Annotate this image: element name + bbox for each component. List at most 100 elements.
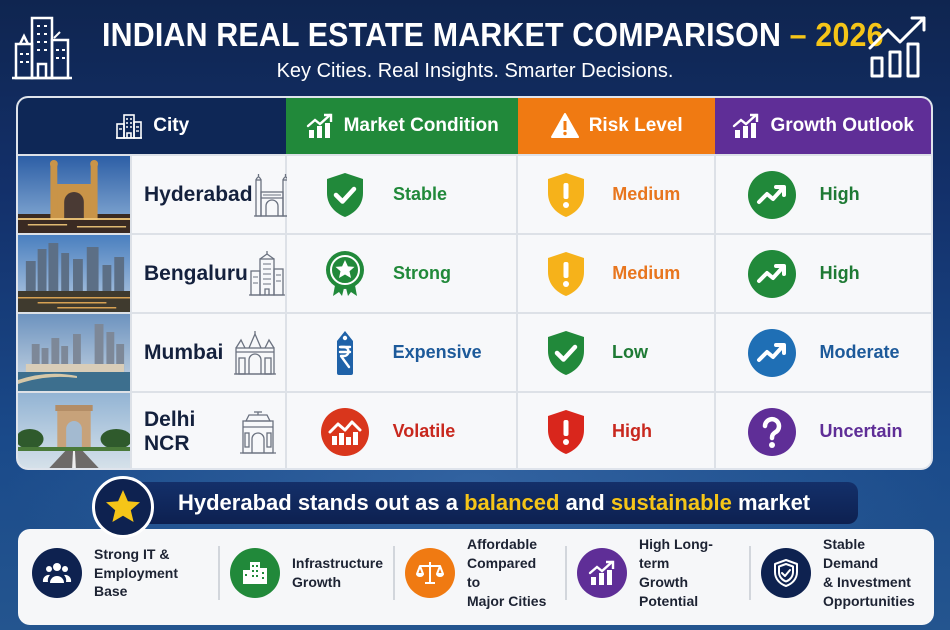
rupee-price-tag-icon [336,330,353,375]
growth-outlook-cell: High [715,156,931,233]
column-label: City [153,115,190,136]
growth-outlook-value: Uncertain [819,421,903,441]
buildings-icon [116,114,143,139]
comparison-table: City Market Condition Risk Level Growth … [16,96,933,470]
balance-scale-icon [405,548,455,598]
skyscraper-icon [248,250,285,296]
risk-level-cell: Medium [518,156,716,233]
market-condition-cell: Strong [287,235,519,312]
title-text: INDIAN REAL ESTATE MARKET COMPARISON [102,16,782,53]
column-header-market-condition: Market Condition [286,98,518,154]
feature-stable-demand: Stable Demand & Investment Opportunities [749,536,929,609]
banner-highlight-balanced: balanced [464,490,560,515]
city-buildings-icon [12,16,72,80]
city-name: Bengaluru [144,261,248,285]
table-row-bengaluru: Bengaluru Strong Medium High [18,233,931,312]
hyderabad-photo [18,156,130,233]
question-circle-icon [747,407,796,456]
feature-infrastructure: Infrastructure Growth [218,544,393,602]
risk-level-cell: Low [518,314,716,391]
shield-check-icon [761,548,811,598]
shield-exclamation-icon [548,409,585,454]
market-condition-value: Stable [393,184,448,204]
column-header-city: City [18,98,287,154]
column-header-growth-outlook: Growth Outlook [715,98,931,154]
growth-outlook-value: High [819,263,860,283]
bar-chart-up-icon [577,548,627,598]
table-row-hyderabad: Hyderabad Stable Medium High [18,154,931,233]
banner-text: Hyderabad stands out as a [178,490,465,515]
table-row-mumbai: Mumbai Expensive Low Moderate [18,312,931,391]
award-badge-star-icon [326,250,364,296]
market-condition-cell: Stable [287,156,519,233]
highlight-banner: Hyderabad stands out as a balanced and s… [110,482,858,524]
risk-level-value: Medium [612,263,681,283]
city-name: Hyderabad [144,182,253,206]
mumbai-photo [18,314,130,391]
charminar-icon [253,173,290,217]
risk-level-cell: High [518,393,716,468]
column-label: Risk Level [588,115,683,136]
growth-outlook-cell: Uncertain [715,393,931,468]
gateway-of-india-icon [233,330,276,375]
feature-affordable: Affordable Compared to Major Cities [393,536,565,609]
trend-up-circle-icon [747,249,796,298]
page-subtitle: Key Cities. Real Insights. Smarter Decis… [276,60,674,82]
banner-highlight-sustainable: sustainable [610,490,732,515]
city-name-cell: Mumbai [132,314,287,391]
growth-outlook-value: Moderate [819,342,900,362]
volatile-chart-circle-icon [320,407,369,456]
city-name: Mumbai [144,340,224,364]
delhi-ncr-photo [18,393,130,468]
trend-up-circle-icon [747,170,796,219]
feature-label: Infrastructure Growth [292,555,384,590]
page-title: INDIAN REAL ESTATE MARKET COMPARISON – 2… [102,16,883,54]
banner-text: and [559,490,611,515]
star-badge [92,476,154,538]
column-header-risk-level: Risk Level [517,98,716,154]
market-condition-value: Expensive [392,342,482,362]
features-strip: Strong IT & Employment Base Infrastructu… [18,529,934,625]
table-row-delhi-ncr: Delhi NCR Volatile High Uncertain [18,391,931,468]
table-header: City Market Condition Risk Level Growth … [18,98,931,154]
column-label: Growth Outlook [770,115,914,136]
building-icon [230,548,280,598]
city-photo-cell [18,235,132,312]
people-group-icon [32,548,82,598]
header: INDIAN REAL ESTATE MARKET COMPARISON – 2… [0,0,950,95]
bengaluru-photo [18,235,130,312]
growth-outlook-cell: High [715,235,931,312]
risk-level-value: Low [612,342,649,362]
city-photo-cell [18,393,132,468]
bar-chart-up-icon [306,113,332,138]
feature-long-term-growth: High Long-term Growth Potential [565,536,749,609]
risk-level-value: High [612,421,653,441]
feature-label: Affordable Compared to Major Cities [467,536,547,609]
feature-label: Strong IT & Employment Base [94,545,179,600]
shield-check-icon [548,330,585,375]
city-name-cell: Bengaluru [132,235,287,312]
city-photo-cell [18,156,132,233]
column-label: Market Condition [343,115,499,136]
india-gate-icon [239,410,276,454]
shield-exclamation-icon [548,172,585,217]
city-name-cell: Hyderabad [132,156,290,233]
market-condition-value: Volatile [392,421,456,441]
market-condition-value: Strong [393,263,451,283]
risk-level-value: Medium [612,184,681,204]
growth-outlook-value: High [819,184,860,204]
growth-outlook-cell: Moderate [715,314,931,391]
city-name: Delhi NCR [144,407,196,455]
banner-text: market [731,490,811,515]
growth-chart-icon [868,16,926,78]
risk-level-cell: Medium [518,235,716,312]
city-name-cell: Delhi NCR [132,393,287,468]
shield-exclamation-icon [548,251,585,296]
warning-triangle-icon [550,113,579,138]
bar-chart-up-icon [733,113,759,138]
feature-label: Stable Demand & Investment Opportunities [823,536,915,609]
market-condition-cell: Expensive [286,314,519,391]
title-dash: – [781,16,816,53]
market-condition-cell: Volatile [286,393,519,468]
trend-up-circle-icon [747,328,796,377]
